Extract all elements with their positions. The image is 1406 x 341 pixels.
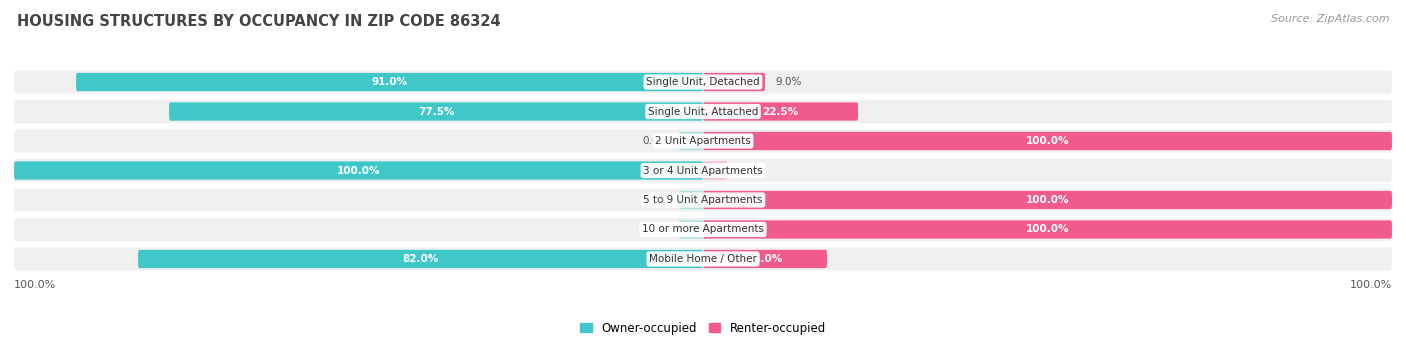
FancyBboxPatch shape — [679, 220, 703, 239]
Text: Single Unit, Attached: Single Unit, Attached — [648, 106, 758, 117]
Text: 10 or more Apartments: 10 or more Apartments — [643, 224, 763, 235]
Text: Single Unit, Detached: Single Unit, Detached — [647, 77, 759, 87]
Text: 9.0%: 9.0% — [775, 77, 801, 87]
Text: 0.0%: 0.0% — [643, 224, 669, 235]
Text: 100.0%: 100.0% — [1026, 224, 1069, 235]
FancyBboxPatch shape — [703, 132, 1392, 150]
FancyBboxPatch shape — [703, 73, 765, 91]
FancyBboxPatch shape — [14, 161, 703, 180]
Text: 100.0%: 100.0% — [1026, 136, 1069, 146]
Legend: Owner-occupied, Renter-occupied: Owner-occupied, Renter-occupied — [579, 322, 827, 335]
FancyBboxPatch shape — [679, 191, 703, 209]
FancyBboxPatch shape — [14, 248, 1392, 270]
FancyBboxPatch shape — [14, 71, 1392, 93]
FancyBboxPatch shape — [14, 189, 1392, 211]
FancyBboxPatch shape — [14, 100, 1392, 123]
FancyBboxPatch shape — [14, 130, 1392, 152]
Text: HOUSING STRUCTURES BY OCCUPANCY IN ZIP CODE 86324: HOUSING STRUCTURES BY OCCUPANCY IN ZIP C… — [17, 14, 501, 29]
Text: 77.5%: 77.5% — [418, 106, 454, 117]
FancyBboxPatch shape — [169, 102, 703, 121]
Text: 0.0%: 0.0% — [738, 165, 763, 176]
FancyBboxPatch shape — [703, 220, 1392, 239]
Text: 100.0%: 100.0% — [1026, 195, 1069, 205]
Text: 91.0%: 91.0% — [371, 77, 408, 87]
FancyBboxPatch shape — [703, 102, 858, 121]
FancyBboxPatch shape — [679, 132, 703, 150]
FancyBboxPatch shape — [14, 218, 1392, 241]
FancyBboxPatch shape — [76, 73, 703, 91]
FancyBboxPatch shape — [703, 161, 727, 180]
Text: 2 Unit Apartments: 2 Unit Apartments — [655, 136, 751, 146]
Text: Source: ZipAtlas.com: Source: ZipAtlas.com — [1271, 14, 1389, 24]
Text: 100.0%: 100.0% — [337, 165, 380, 176]
FancyBboxPatch shape — [703, 250, 827, 268]
FancyBboxPatch shape — [14, 159, 1392, 182]
Text: 5 to 9 Unit Apartments: 5 to 9 Unit Apartments — [644, 195, 762, 205]
Text: 18.0%: 18.0% — [747, 254, 783, 264]
Text: Mobile Home / Other: Mobile Home / Other — [650, 254, 756, 264]
Text: 3 or 4 Unit Apartments: 3 or 4 Unit Apartments — [643, 165, 763, 176]
Text: 82.0%: 82.0% — [402, 254, 439, 264]
Text: 0.0%: 0.0% — [643, 195, 669, 205]
Text: 22.5%: 22.5% — [762, 106, 799, 117]
FancyBboxPatch shape — [703, 191, 1392, 209]
FancyBboxPatch shape — [138, 250, 703, 268]
Text: 0.0%: 0.0% — [643, 136, 669, 146]
Text: 100.0%: 100.0% — [14, 280, 56, 290]
Text: 100.0%: 100.0% — [1350, 280, 1392, 290]
